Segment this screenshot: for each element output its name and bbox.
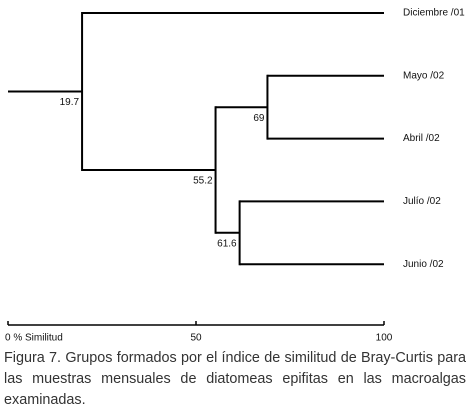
leaf-label: Abril /02 (403, 133, 440, 144)
x-tick-label: 100 (376, 333, 393, 344)
caption: Figura 7. Grupos formados por el índice … (4, 350, 466, 408)
node-label: 69 (253, 113, 265, 124)
leaf-label: Julío /02 (403, 196, 441, 207)
leaf-label: Diciembre /01 (403, 8, 465, 19)
chart: Diciembre /01 Mayo /02 Abril /02 Julío /02 J… (5, 8, 465, 344)
node-label: 61.6 (217, 238, 237, 249)
leaf-label: Mayo /02 (403, 70, 445, 81)
node-label: 19.7 (60, 97, 80, 108)
x-tick-label: 0 % Similitud (5, 333, 63, 344)
leaf-label: Junio /02 (403, 259, 444, 270)
x-tick-label: 50 (190, 333, 202, 344)
node-label: 55.2 (193, 176, 213, 187)
